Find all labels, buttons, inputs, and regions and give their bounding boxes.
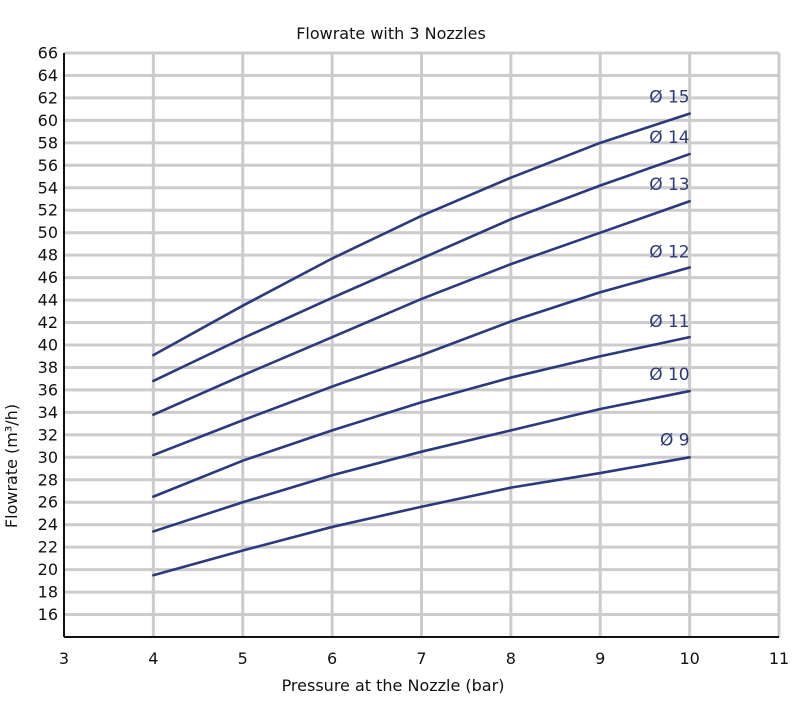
y-tick-label: 20 [38, 560, 58, 579]
y-tick-label: 54 [38, 178, 58, 197]
y-tick-label: 44 [38, 291, 58, 310]
y-axis-label: Flowrate (m³/h) [2, 404, 21, 528]
series-label: Ø 10 [649, 365, 689, 385]
y-tick-label: 22 [38, 538, 58, 557]
series-line [152, 456, 691, 577]
x-tick-label: 6 [327, 649, 337, 668]
x-tick-label: 11 [769, 649, 789, 668]
series-lines [152, 112, 691, 577]
series-line [152, 335, 691, 498]
y-tick-label: 66 [38, 44, 58, 63]
y-tick-label: 62 [38, 88, 58, 107]
y-tick-label: 34 [38, 403, 58, 422]
y-tick-label: 58 [38, 133, 58, 152]
series-line [152, 112, 691, 357]
x-tick-label: 5 [238, 649, 248, 668]
tick-labels: 1618202224262830323436384042444648505254… [38, 44, 790, 669]
y-tick-label: 18 [38, 583, 58, 602]
y-tick-label: 24 [38, 515, 58, 534]
series-line [152, 266, 691, 457]
series-line [152, 389, 691, 533]
x-tick-label: 3 [59, 649, 69, 668]
series-label: Ø 12 [649, 243, 689, 263]
x-tick-label: 8 [506, 649, 516, 668]
x-axis-label: Pressure at the Nozzle (bar) [282, 676, 505, 695]
series-line [152, 152, 691, 383]
y-tick-label: 48 [38, 246, 58, 265]
series-label: Ø 11 [649, 312, 689, 332]
y-tick-label: 60 [38, 111, 58, 130]
y-tick-label: 50 [38, 223, 58, 242]
y-tick-label: 28 [38, 470, 58, 489]
y-tick-label: 64 [38, 66, 58, 85]
x-tick-label: 10 [679, 649, 699, 668]
x-tick-label: 7 [416, 649, 426, 668]
y-tick-label: 56 [38, 156, 58, 175]
y-tick-label: 36 [38, 380, 58, 399]
y-tick-label: 26 [38, 493, 58, 512]
y-tick-label: 46 [38, 268, 58, 287]
y-tick-label: 30 [38, 448, 58, 467]
x-tick-label: 9 [595, 649, 605, 668]
y-tick-label: 42 [38, 313, 58, 332]
series-label: Ø 13 [649, 175, 689, 195]
y-tick-label: 40 [38, 336, 58, 355]
axes [63, 53, 779, 638]
series-labels: Ø 9 Ø 10 Ø 11 Ø 12 Ø 13 Ø 14 Ø 15 [649, 88, 689, 451]
y-tick-label: 38 [38, 358, 58, 377]
y-tick-label: 16 [38, 605, 58, 624]
x-tick-label: 4 [148, 649, 158, 668]
series-line [152, 199, 691, 416]
y-tick-label: 52 [38, 201, 58, 220]
chart-title: Flowrate with 3 Nozzles [296, 24, 486, 43]
series-label: Ø 14 [649, 128, 689, 148]
series-label: Ø 9 [660, 430, 690, 450]
y-tick-label: 32 [38, 425, 58, 444]
series-label: Ø 15 [649, 88, 689, 108]
